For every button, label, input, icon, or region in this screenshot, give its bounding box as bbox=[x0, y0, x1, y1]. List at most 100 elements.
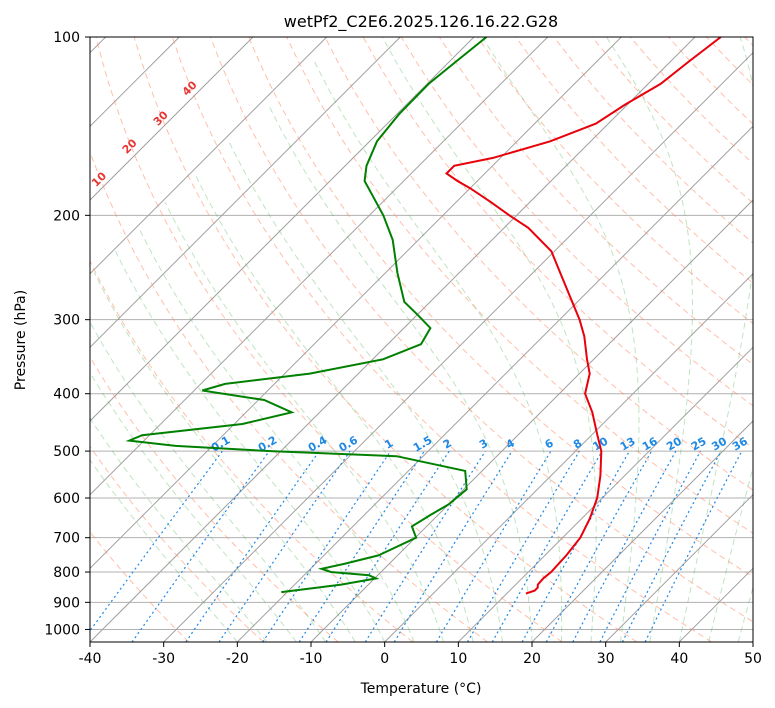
axis-ticks: -40 -30 -20 -10 0 10 20 30 40 50 100 200 300 400 500 60… bbox=[44, 30, 762, 667]
moist-adiabat bbox=[93, 272, 356, 642]
mixing-ratio-line bbox=[262, 450, 392, 642]
dry-adiabat bbox=[591, 37, 753, 204]
mixing-ratio-line bbox=[90, 450, 223, 632]
x-tick-label: -10 bbox=[300, 651, 323, 667]
moist-adiabat bbox=[90, 417, 268, 642]
isotherm-line bbox=[384, 272, 753, 642]
dry-adiabats bbox=[90, 37, 753, 642]
dry-adiabat-label: -20 bbox=[0, 270, 11, 293]
dry-adiabat-label: -10 bbox=[23, 238, 46, 261]
moist-adiabat bbox=[228, 141, 503, 642]
y-axis-label: Pressure (hPa) bbox=[13, 290, 29, 390]
series-dewpoint bbox=[125, 37, 488, 594]
mixing-ratio-line bbox=[466, 450, 580, 642]
dry-adiabat bbox=[90, 356, 339, 642]
y-tick-label: 200 bbox=[53, 208, 80, 224]
isotherm-line bbox=[90, 37, 475, 422]
isotherm-line bbox=[90, 37, 254, 201]
isotherm-line bbox=[531, 420, 753, 642]
x-tick-label: 50 bbox=[744, 651, 762, 667]
dry-adiabat bbox=[171, 37, 712, 642]
isotherm-line bbox=[236, 125, 753, 642]
y-tick-label: 700 bbox=[53, 531, 80, 547]
moist-adiabat bbox=[164, 201, 445, 642]
series-lines bbox=[125, 37, 722, 595]
y-tick-label: 900 bbox=[53, 595, 80, 611]
dry-adiabat bbox=[248, 37, 753, 578]
dry-adiabat bbox=[210, 37, 753, 623]
x-tick-label: -30 bbox=[152, 651, 175, 667]
isotherm-line bbox=[90, 37, 401, 349]
moist-adiabat bbox=[138, 227, 415, 642]
mixing-ratio-line bbox=[572, 450, 677, 642]
mixing-ratio-line bbox=[599, 450, 702, 642]
dry-adiabat-label: 30 bbox=[151, 108, 171, 128]
y-tick-label: 1000 bbox=[44, 622, 80, 638]
moist-adiabats bbox=[90, 37, 753, 642]
dry-adiabat-label: 10 bbox=[89, 169, 109, 189]
plot-frame bbox=[89, 36, 754, 643]
moist-adiabat bbox=[606, 37, 693, 642]
mixing-ratio-line bbox=[393, 450, 513, 642]
mixing-ratio-line bbox=[325, 450, 450, 642]
mixing-ratio-line bbox=[364, 450, 486, 642]
mixing-ratio-line bbox=[644, 450, 743, 642]
moist-adiabat bbox=[90, 459, 238, 642]
y-tick-label: 300 bbox=[53, 313, 80, 329]
x-tick-label: -20 bbox=[226, 651, 249, 667]
dry-adiabat bbox=[95, 37, 563, 642]
moist-adiabat bbox=[314, 61, 563, 642]
x-axis-label: Temperature (°C) bbox=[360, 681, 482, 697]
mixing-ratio-label: 2 bbox=[441, 437, 454, 452]
dry-adiabat bbox=[515, 37, 753, 284]
isotherm-line bbox=[90, 37, 622, 570]
dry-adiabat bbox=[286, 37, 753, 534]
mixing-ratio-label: 6 bbox=[543, 436, 556, 451]
y-tick-label: 100 bbox=[53, 30, 80, 46]
moist-adiabat bbox=[115, 251, 386, 642]
isotherm-line bbox=[310, 199, 753, 642]
isotherm-line bbox=[605, 493, 753, 642]
moist-adiabat bbox=[90, 321, 327, 642]
x-tick-label: -40 bbox=[79, 651, 102, 667]
series-temperature bbox=[444, 37, 722, 595]
isotherm-line bbox=[90, 37, 549, 496]
x-tick-label: 30 bbox=[597, 651, 615, 667]
isotherm-line bbox=[678, 567, 753, 642]
y-tick-label: 400 bbox=[53, 387, 80, 403]
mixing-ratio-line bbox=[298, 450, 425, 642]
mixing-ratio-line bbox=[545, 450, 653, 642]
moist-adiabat bbox=[381, 37, 597, 642]
moist-adiabat bbox=[90, 371, 297, 642]
dry-adiabat bbox=[324, 37, 753, 491]
dry-adiabat bbox=[133, 37, 638, 642]
y-tick-label: 500 bbox=[53, 444, 80, 460]
moist-adiabat bbox=[267, 104, 533, 642]
dry-adiabat bbox=[744, 37, 753, 47]
mixing-ratio-line bbox=[435, 450, 552, 642]
x-tick-label: 20 bbox=[523, 651, 541, 667]
y-tick-label: 800 bbox=[53, 565, 80, 581]
isotherm-line bbox=[90, 37, 328, 275]
dry-adiabat-label: 40 bbox=[180, 78, 200, 98]
dry-adiabat bbox=[90, 259, 414, 642]
moist-adiabat bbox=[481, 37, 640, 642]
mixing-ratio-label: 4 bbox=[504, 436, 517, 451]
isotherm-line bbox=[90, 37, 696, 642]
x-tick-label: 0 bbox=[380, 651, 389, 667]
isotherm-line bbox=[163, 51, 753, 642]
dry-adiabat bbox=[706, 37, 753, 86]
moist-adiabat bbox=[737, 585, 753, 642]
isotherm-line bbox=[457, 346, 753, 642]
y-tick-label: 600 bbox=[53, 491, 80, 507]
mixing-ratio-line bbox=[621, 450, 722, 642]
dry-adiabat bbox=[90, 445, 264, 642]
mixing-ratio-line bbox=[521, 450, 631, 642]
mixing-ratio-line bbox=[491, 450, 603, 642]
x-tick-label: 10 bbox=[449, 651, 467, 667]
x-tick-label: 40 bbox=[670, 651, 688, 667]
